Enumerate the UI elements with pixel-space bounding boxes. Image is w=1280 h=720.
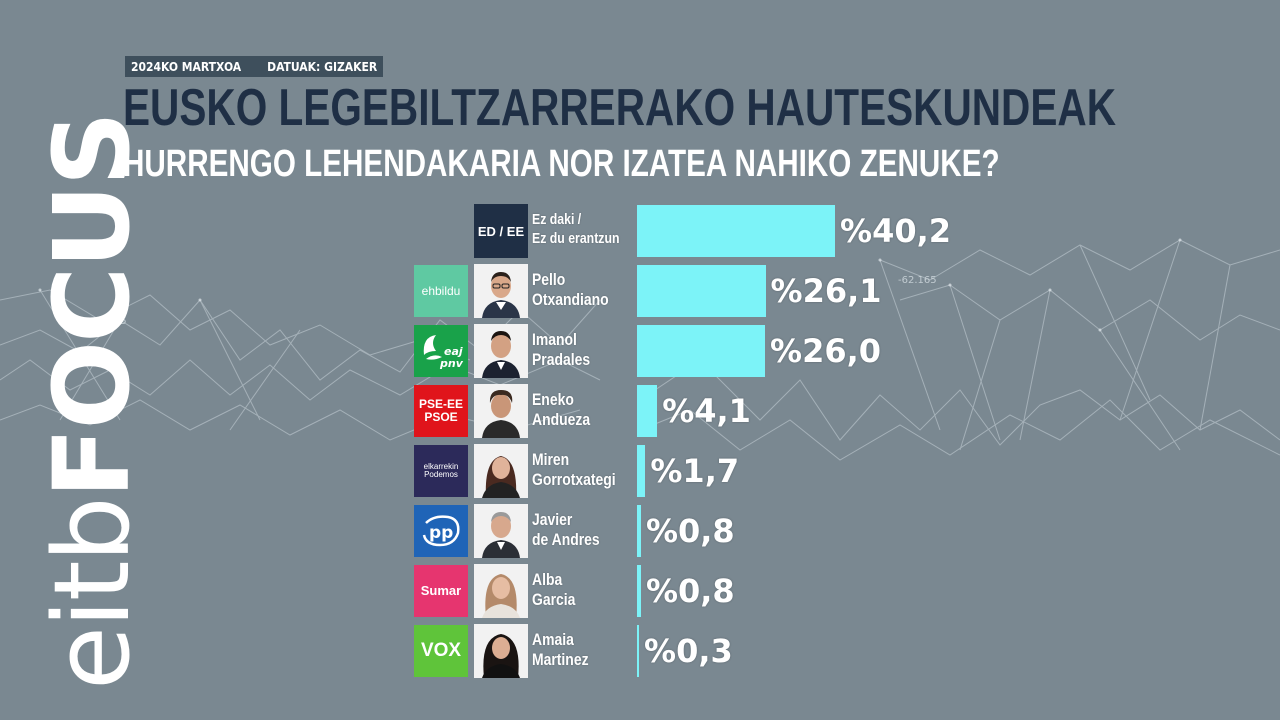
bar-row: PSE-EE PSOE Eneko Andueza %4,1 (0, 384, 1280, 438)
bar-row: ehbildu Pello Otxandiano %26,1 (0, 264, 1280, 318)
svg-text:pnv: pnv (439, 357, 464, 370)
value-label: %1,7 (650, 452, 740, 490)
bar-row: elkarrekin Podemos Miren Gorrotxategi %1… (0, 444, 1280, 498)
ehbildu-logo-icon: ehbildu (414, 265, 468, 317)
candidate-name: Eneko Andueza (532, 390, 591, 429)
bar (637, 325, 766, 377)
party-label: ehbildu (421, 283, 461, 298)
background-label: -62.165 (898, 275, 937, 286)
date-label: 2024KO MARTXOA (131, 59, 242, 74)
candidate-name: Javier de Andres (532, 510, 600, 549)
sumar-logo-icon: Sumar (414, 565, 468, 617)
value-label: %40,2 (840, 212, 952, 250)
chart-subtitle: HURRENGO LEHENDAKARIA NOR IZATEA NAHIKO … (123, 143, 1000, 185)
party-label: PSE-EE PSOE (418, 397, 463, 424)
no-answer-box: ED / EE (474, 204, 528, 258)
meta-bar: 2024KO MARTXOA DATUAK: GIZAKER (125, 56, 384, 77)
candidate-photo (474, 564, 528, 618)
pp-logo-icon: pp (414, 505, 468, 557)
pse-ee-psoe-logo-icon: PSE-EE PSOE (414, 385, 468, 437)
source-label: DATUAK: GIZAKER (267, 59, 378, 74)
vox-logo-icon: VOX (414, 625, 468, 677)
candidate-photo (474, 624, 528, 678)
value-label: %4,1 (662, 392, 751, 430)
party-label: elkarrekin Podemos (423, 461, 459, 479)
candidate-name: Ez daki / Ez du erantzun (532, 211, 620, 247)
value-label: %0,3 (644, 632, 733, 670)
bar (637, 445, 646, 497)
svg-text:pp: pp (429, 523, 453, 543)
bar-row: eaj pnv Imanol Pradales %26,0 (0, 324, 1280, 378)
candidate-name: Imanol Pradales (532, 330, 591, 369)
svg-text:eaj: eaj (444, 345, 463, 358)
candidate-photo (474, 504, 528, 558)
bar (637, 505, 641, 557)
bar (637, 205, 835, 257)
bar (637, 265, 766, 317)
candidate-photo (474, 444, 528, 498)
bar-row: ED / EE Ez daki / Ez du erantzun %40,2 (0, 204, 1280, 258)
bar-row: pp Javier de Andres %0,8 (0, 504, 1280, 558)
value-label: %0,8 (645, 572, 735, 610)
party-label: Sumar (420, 583, 462, 599)
candidate-photo (474, 384, 528, 438)
eaj-pnv-logo-icon: eaj pnv (414, 325, 468, 377)
candidate-photo (474, 324, 528, 378)
candidate-name: Alba Garcia (532, 570, 576, 609)
bar (637, 565, 641, 617)
bar-row: VOX Amaia Martinez %0,3 (0, 624, 1280, 678)
bar (637, 625, 639, 677)
candidate-name: Miren Gorrotxategi (532, 450, 616, 489)
chart-title: EUSKO LEGEBILTZARRERAKO HAUTESKUNDEAK (123, 79, 1116, 137)
candidate-photo (474, 264, 528, 318)
bar-row: Sumar Alba Garcia %0,8 (0, 564, 1280, 618)
value-label: %26,1 (770, 272, 882, 310)
candidate-name: Amaia Martinez (532, 630, 589, 669)
bar (637, 385, 658, 437)
party-label: VOX (420, 640, 462, 662)
elkarrekin-podemos-logo-icon: elkarrekin Podemos (414, 445, 468, 497)
background-label: -62.165 (88, 316, 127, 327)
candidate-name: Pello Otxandiano (532, 270, 609, 309)
value-label: %26,0 (770, 332, 882, 370)
value-label: %0,8 (645, 512, 735, 550)
